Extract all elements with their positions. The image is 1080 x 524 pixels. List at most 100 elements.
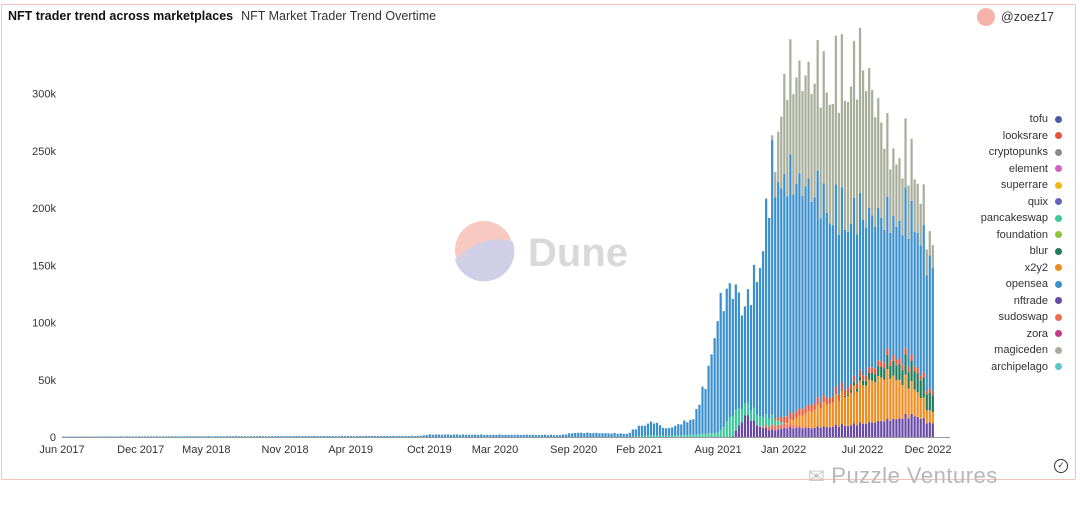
bar-segment-opensea[interactable] [658,425,662,436]
bar-segment-nftrade[interactable] [768,430,771,437]
bar-segment-sudoswap[interactable] [804,426,807,428]
bar-segment-magiceden[interactable] [852,40,856,198]
bar-segment-magiceden[interactable] [928,231,931,256]
bar-segment-pancakeswap[interactable] [728,417,731,437]
bar-segment-blur[interactable] [862,380,865,386]
bar-segment-magiceden[interactable] [886,113,889,197]
bar-segment-nftrade[interactable] [889,420,892,437]
bar-segment-looksrare[interactable] [931,391,934,396]
bar-segment-opensea[interactable] [352,436,356,437]
bar-segment-nftrade[interactable] [825,427,828,437]
bar-segment-opensea[interactable] [237,436,240,437]
bar-segment-opensea[interactable] [228,436,231,437]
bar-segment-opensea[interactable] [831,225,834,397]
bar-segment-magiceden[interactable] [904,118,907,188]
bar-segment-pancakeswap[interactable] [710,433,713,437]
bar-segment-opensea[interactable] [580,432,583,437]
bar-segment-magiceden[interactable] [868,68,871,208]
legend-item-magiceden[interactable]: magiceden [972,342,1062,359]
bar-segment-opensea[interactable] [98,436,101,438]
bar-segment-opensea[interactable] [292,436,295,437]
bar-segment-opensea[interactable] [510,434,513,437]
bar-segment-nftrade[interactable] [874,422,877,437]
bar-segment-pancakeswap[interactable] [674,435,677,437]
bar-segment-magiceden[interactable] [858,27,862,193]
bar-segment-opensea[interactable] [74,436,77,437]
bar-segment-x2y2[interactable] [925,410,928,424]
bar-segment-nftrade[interactable] [795,427,798,437]
bar-segment-sudoswap[interactable] [786,424,789,429]
bar-segment-nftrade[interactable] [798,427,801,437]
bar-segment-pancakeswap[interactable] [713,433,716,437]
bar-segment-looksrare[interactable] [925,391,928,395]
bar-segment-looksrare[interactable] [828,398,831,405]
bar-segment-opensea[interactable] [774,197,777,419]
bar-segment-opensea[interactable] [662,427,665,436]
bar-segment-pancakeswap[interactable] [701,433,704,437]
bar-segment-x2y2[interactable] [831,402,834,427]
bar-segment-opensea[interactable] [716,321,719,433]
bar-segment-opensea[interactable] [577,432,580,437]
bar-segment-x2y2[interactable] [813,409,816,428]
bar-segment-opensea[interactable] [628,432,631,437]
bar-segment-opensea[interactable] [704,389,707,434]
bar-segment-nftrade[interactable] [819,428,822,437]
bar-segment-opensea[interactable] [910,200,913,355]
bar-segment-blur[interactable] [895,365,898,381]
bar-segment-x2y2[interactable] [834,394,837,425]
bar-segment-opensea[interactable] [871,215,874,368]
bar-segment-looksrare[interactable] [874,368,877,375]
bar-segment-looksrare[interactable] [901,364,904,370]
bar-segment-nftrade[interactable] [837,426,840,437]
bar-segment-pancakeswap[interactable] [758,416,762,427]
bar-segment-nftrade[interactable] [928,422,931,437]
bar-segment-opensea[interactable] [416,435,419,437]
legend-item-nftrade[interactable]: nftrade [972,293,1062,310]
bar-segment-opensea[interactable] [389,435,392,437]
bar-segment-pancakeswap[interactable] [655,435,659,437]
bar-segment-opensea[interactable] [358,435,362,437]
bar-segment-looksrare[interactable] [774,418,777,421]
bar-segment-pancakeswap[interactable] [665,435,668,437]
author-badge[interactable]: @zoez17 [977,8,1054,26]
bar-segment-magiceden[interactable] [828,104,831,224]
bar-segment-opensea[interactable] [310,436,313,437]
bar-segment-opensea[interactable] [543,434,547,437]
bar-segment-looksrare[interactable] [895,359,898,366]
bar-segment-opensea[interactable] [495,434,498,437]
bar-segment-opensea[interactable] [825,212,828,399]
bar-segment-opensea[interactable] [158,436,162,437]
bar-segment-nftrade[interactable] [913,416,916,437]
bar-segment-opensea[interactable] [334,436,337,437]
bar-segment-opensea[interactable] [274,436,277,437]
bar-segment-opensea[interactable] [443,434,447,437]
bar-segment-opensea[interactable] [428,434,431,437]
bar-segment-nftrade[interactable] [828,427,831,437]
bar-segment-opensea[interactable] [343,436,347,437]
bar-segment-nftrade[interactable] [892,418,895,437]
bar-segment-opensea[interactable] [646,423,650,436]
bar-segment-opensea[interactable] [404,435,407,437]
bar-segment-x2y2[interactable] [877,376,880,421]
bar-segment-blur[interactable] [925,394,928,411]
bar-segment-opensea[interactable] [513,434,516,437]
bar-segment-blur[interactable] [846,394,850,396]
bar-segment-nftrade[interactable] [922,417,925,437]
bar-segment-opensea[interactable] [95,436,98,437]
bar-segment-pancakeswap[interactable] [731,416,734,437]
bar-segment-opensea[interactable] [455,434,459,437]
bar-segment-opensea[interactable] [701,386,704,434]
bar-segment-sudoswap[interactable] [792,425,795,429]
bar-segment-opensea[interactable] [680,424,683,436]
bar-segment-x2y2[interactable] [892,375,895,419]
bar-segment-pancakeswap[interactable] [707,433,710,437]
bar-segment-opensea[interactable] [298,436,301,437]
bar-segment-opensea[interactable] [643,425,647,436]
bar-segment-looksrare[interactable] [846,388,850,395]
bar-segment-pancakeswap[interactable] [737,408,740,426]
bar-segment-blur[interactable] [874,374,877,383]
bar-segment-nftrade[interactable] [916,416,919,437]
bar-segment-opensea[interactable] [852,197,856,376]
bar-segment-opensea[interactable] [892,215,895,355]
bar-segment-nftrade[interactable] [740,422,743,437]
